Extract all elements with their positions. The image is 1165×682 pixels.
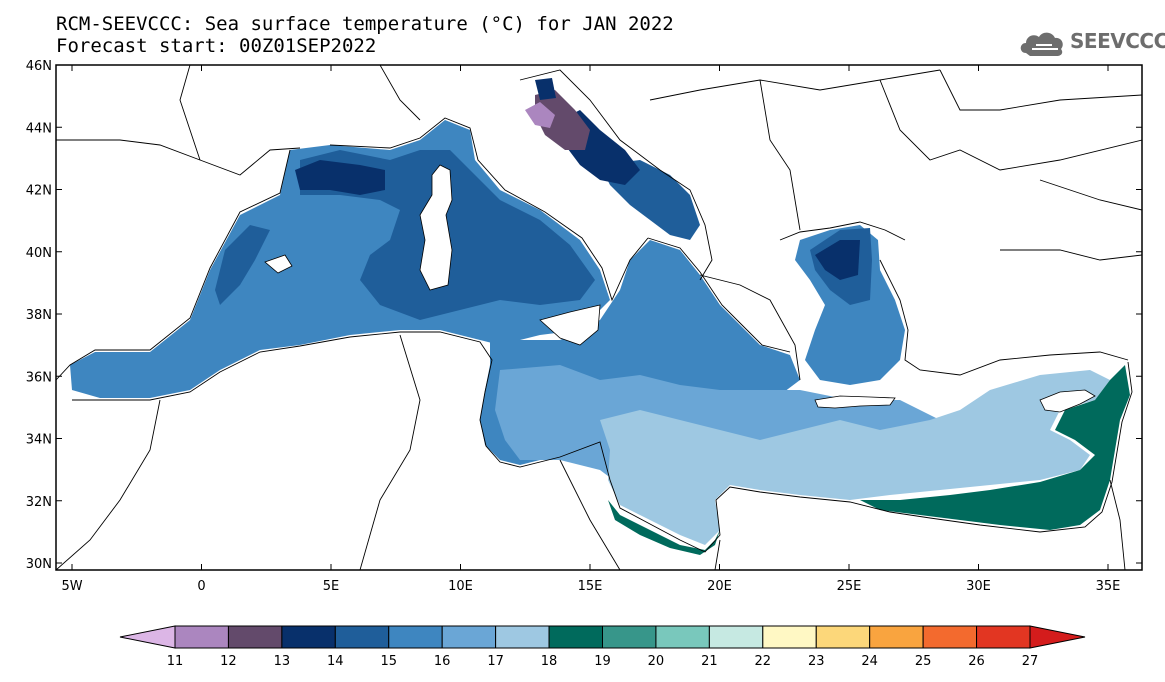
colorbar-label: 19	[594, 654, 611, 669]
cloud-logo-icon	[1020, 32, 1063, 56]
colorbar-label: 11	[167, 654, 184, 669]
colorbar-label: 12	[220, 654, 237, 669]
map-frame	[55, 64, 1143, 571]
sst-region-north-aegean-cold	[815, 240, 860, 280]
logo-text: SEEVCCC	[1070, 29, 1165, 53]
lat-tick-label: 46N	[26, 59, 52, 74]
longitude-axis: 5W 0 5E 10E 15E 20E 25E 30E 35E	[61, 65, 1120, 594]
forecast-start-label: Forecast start: 00Z01SEP2022	[56, 35, 377, 57]
sst-region-levantine-coast	[860, 365, 1130, 530]
colorbar-swatch	[334, 625, 390, 649]
colorbar-label: 25	[915, 654, 932, 669]
sst-region-adriatic-northwest	[525, 102, 555, 128]
sst-region-adriatic-north	[535, 90, 590, 150]
latitude-axis: 46N 44N 42N 40N 38N 36N 34N 32N 30N	[26, 59, 1142, 572]
colorbar-label: 17	[487, 654, 504, 669]
crete	[814, 395, 896, 409]
sea-fields	[70, 78, 1130, 555]
lat-tick-label: 40N	[26, 246, 52, 261]
lon-tick-label: 25E	[837, 579, 862, 594]
colorbar-swatch	[548, 625, 603, 649]
cyprus	[1039, 389, 1096, 413]
colorbar-swatch	[655, 625, 710, 649]
mallorca	[264, 254, 293, 274]
colorbar-swatch	[869, 625, 924, 649]
lat-tick-label: 42N	[26, 184, 52, 199]
colorbar-swatch	[922, 625, 978, 649]
lon-tick-label: 35E	[1096, 579, 1121, 594]
colorbar-swatch	[174, 625, 229, 649]
lon-tick-label: 0	[197, 579, 205, 594]
colorbar-label: 16	[434, 654, 451, 669]
sst-region-egypt-coast	[608, 500, 720, 555]
colorbar-label: 18	[541, 654, 558, 669]
colorbar-label: 27	[1022, 654, 1039, 669]
colorbar-swatch	[815, 625, 871, 649]
lon-tick-label: 30E	[966, 579, 991, 594]
sst-region-libyan-shelf	[600, 370, 1110, 545]
lon-tick-label: 5W	[61, 579, 82, 594]
sst-map: 46N 44N 42N 40N 38N 36N 34N 32N 30N 5W 0 5E 10E 15E 2…	[26, 59, 1143, 594]
colorbar-swatch	[602, 625, 657, 649]
colorbar-min-arrow	[119, 625, 176, 649]
lat-tick-label: 32N	[26, 495, 52, 510]
colorbar-swatch	[388, 625, 443, 649]
colorbar-swatch	[441, 625, 497, 649]
lon-tick-label: 10E	[448, 579, 473, 594]
colorbar-swatch	[495, 625, 550, 649]
lat-tick-label: 38N	[26, 308, 52, 323]
sst-region-balearic	[215, 225, 270, 305]
lat-tick-label: 44N	[26, 121, 52, 136]
sst-region-adriatic-top	[535, 78, 556, 100]
lon-tick-label: 20E	[707, 579, 732, 594]
colorbar-label: 13	[274, 654, 291, 669]
colorbar-swatch	[227, 625, 283, 649]
colorbar-label: 20	[648, 654, 665, 669]
sicily	[539, 304, 601, 346]
colorbar-label: 21	[701, 654, 718, 669]
lat-tick-label: 36N	[26, 370, 52, 385]
coastlines	[56, 65, 1142, 570]
corsica-sardinia	[419, 164, 453, 291]
lon-tick-label: 15E	[578, 579, 603, 594]
colorbar-label: 26	[968, 654, 985, 669]
sst-region-gulf-of-lion	[295, 160, 385, 195]
lon-tick-label: 5E	[323, 579, 340, 594]
lat-tick-label: 30N	[26, 557, 52, 572]
lat-tick-label: 34N	[26, 433, 52, 448]
colorbar-swatch	[976, 625, 1031, 649]
colorbar-label: 14	[327, 654, 344, 669]
colorbar-label: 22	[755, 654, 772, 669]
colorbar-swatch	[708, 625, 764, 649]
colorbar-swatch	[281, 625, 336, 649]
colorbar-label: 15	[380, 654, 397, 669]
map-title: RCM-SEEVCCC: Sea surface temperature (°C…	[56, 13, 674, 35]
colorbar-max-arrow	[1029, 625, 1086, 649]
colorbar-label: 23	[808, 654, 825, 669]
colorbar-label: 24	[861, 654, 878, 669]
colorbar-swatch	[762, 625, 817, 649]
